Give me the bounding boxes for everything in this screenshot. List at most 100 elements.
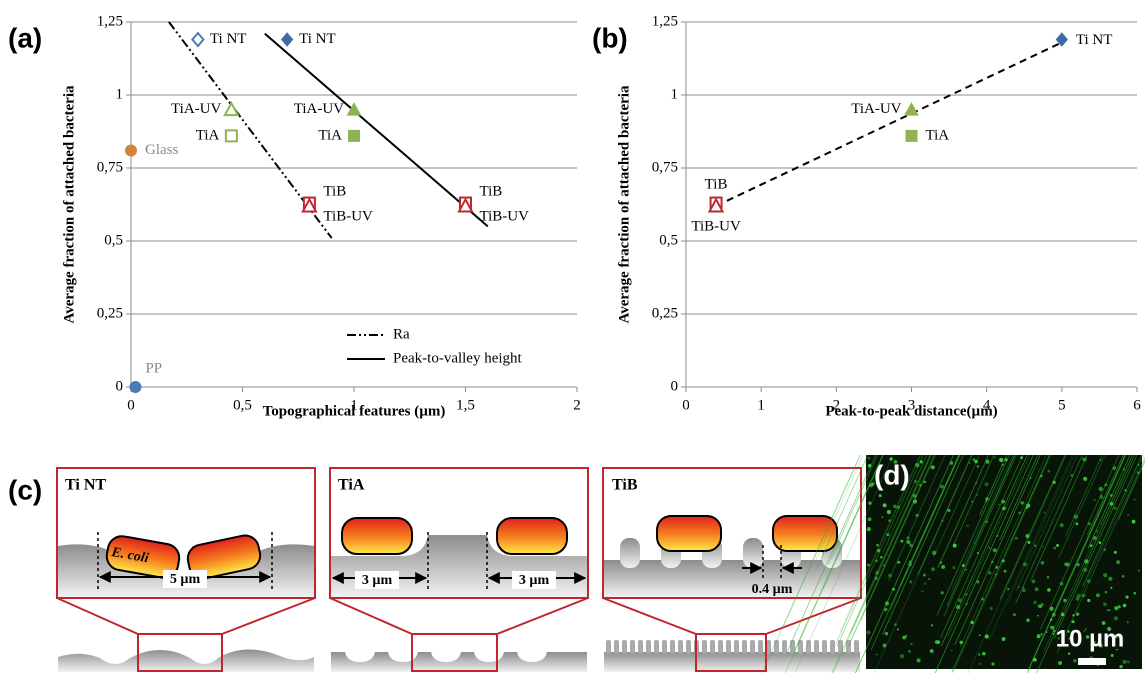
bacterium-dot — [893, 460, 898, 464]
bacterium-dot — [1075, 522, 1079, 526]
x-tick-label: 3 — [908, 397, 916, 413]
bacterium-dot — [867, 563, 871, 567]
tooth — [718, 640, 723, 654]
bacterium-dot — [1075, 597, 1080, 601]
bacterium-dot — [1068, 637, 1072, 640]
bacterium-dot — [875, 570, 880, 575]
point-label: Ti NT — [299, 31, 336, 47]
point-label: TiB — [705, 176, 728, 192]
fiber — [917, 454, 973, 576]
bacterium-dot — [1049, 606, 1054, 611]
bacterium-dot — [1082, 458, 1085, 460]
bacterium-dot — [1098, 486, 1103, 492]
fiber — [784, 454, 884, 673]
bacterium-dot — [923, 480, 927, 484]
bacterium-dot — [1056, 543, 1060, 547]
bacterium-dot — [982, 651, 986, 656]
tooth — [806, 640, 811, 654]
trend-line — [715, 41, 1063, 207]
bacterium-dot — [1092, 536, 1098, 541]
bacterium-dot — [976, 552, 979, 555]
dimension-label: 5 µm — [170, 572, 201, 587]
bacterium-dot — [1106, 626, 1112, 632]
bacterium-dot — [978, 662, 981, 666]
bacterium-dot — [877, 484, 879, 487]
fiber — [1006, 454, 1075, 605]
bacterium-dot — [1133, 498, 1136, 501]
bacterium-dot — [965, 593, 968, 596]
bacterium-dot — [921, 590, 924, 593]
x-tick-label: 0,5 — [233, 397, 252, 413]
bacterium-dot — [894, 623, 897, 626]
fiber — [952, 454, 1052, 673]
bacterium-dot — [930, 465, 935, 470]
fiber — [882, 454, 928, 553]
x-tick-label: 4 — [983, 397, 991, 413]
tooth — [662, 640, 667, 654]
bacterium-dot — [1079, 632, 1082, 635]
bacterium-dot — [1012, 613, 1016, 617]
fiber — [959, 454, 1047, 648]
y-axis-label: Average fraction of attached bacteria — [616, 85, 632, 323]
x-tick-label: 1,5 — [456, 397, 475, 413]
point — [707, 197, 725, 213]
bacterium-dot — [1052, 613, 1056, 617]
bacterium-dot — [1137, 463, 1140, 466]
point-label: TiB — [323, 183, 346, 199]
bacterium-dot — [1067, 652, 1071, 655]
tooth — [630, 640, 635, 654]
bacterium-dot — [1003, 569, 1007, 573]
y-tick-label: 0,5 — [104, 232, 123, 248]
bacterium-dot — [989, 606, 993, 610]
bacterium-dot — [929, 649, 934, 653]
bacterium-dot — [1040, 602, 1044, 607]
bacterium-dot — [1086, 579, 1091, 584]
bacterium-dot — [1045, 631, 1048, 633]
bacterium-dot — [1104, 590, 1108, 594]
fiber — [934, 454, 1034, 673]
panel-label: (d) — [874, 459, 910, 490]
bacterium-dot — [1059, 523, 1064, 528]
fiber — [849, 454, 932, 634]
bacterium-dot — [940, 591, 944, 595]
y-tick-label: 0,75 — [97, 159, 123, 175]
point-label: TiA — [196, 127, 220, 143]
bacterium-dot — [902, 635, 907, 640]
bacterium-dot — [1109, 501, 1114, 506]
bacterium-dot — [965, 602, 968, 605]
bacterium-dot — [1007, 588, 1010, 591]
bacterium-dot — [1083, 567, 1088, 573]
bacterium-dot — [1018, 511, 1021, 515]
bacterium-dot — [957, 598, 962, 603]
bacterium-dot — [912, 499, 918, 504]
bacterium-dot — [1081, 593, 1086, 598]
fiber — [936, 454, 1010, 616]
bacterium-dot — [1052, 480, 1056, 484]
point-label: Glass — [145, 142, 178, 158]
bacterium-dot — [886, 533, 890, 536]
bacterium-dot — [978, 653, 981, 656]
bacterium-dot — [1109, 609, 1111, 612]
bacterium-dot — [1076, 593, 1081, 599]
bacterium-dot — [1032, 657, 1037, 662]
tooth — [654, 640, 659, 654]
point — [457, 197, 474, 213]
bacterium-dot — [922, 573, 926, 577]
bacterium-dot — [880, 555, 883, 559]
bacterium-dot — [1099, 459, 1102, 461]
fiber — [951, 454, 1051, 673]
fiber — [1118, 459, 1145, 520]
bacterium-dot — [909, 543, 913, 548]
bacterium-dot — [1049, 626, 1052, 628]
bacterium-dot — [884, 607, 888, 612]
bacterium-dot — [1040, 560, 1045, 565]
bacterium-dot — [1116, 560, 1121, 565]
bacterium-dot — [1099, 495, 1104, 499]
bacterium-dot — [882, 503, 887, 508]
point-label: Ti NT — [1076, 32, 1113, 48]
point-label: TiB-UV — [323, 208, 373, 224]
bacterium-dot — [912, 493, 917, 498]
bacterium-dot — [1098, 541, 1102, 544]
bacterium-dot — [1110, 586, 1113, 590]
diagram-tib — [602, 467, 862, 672]
